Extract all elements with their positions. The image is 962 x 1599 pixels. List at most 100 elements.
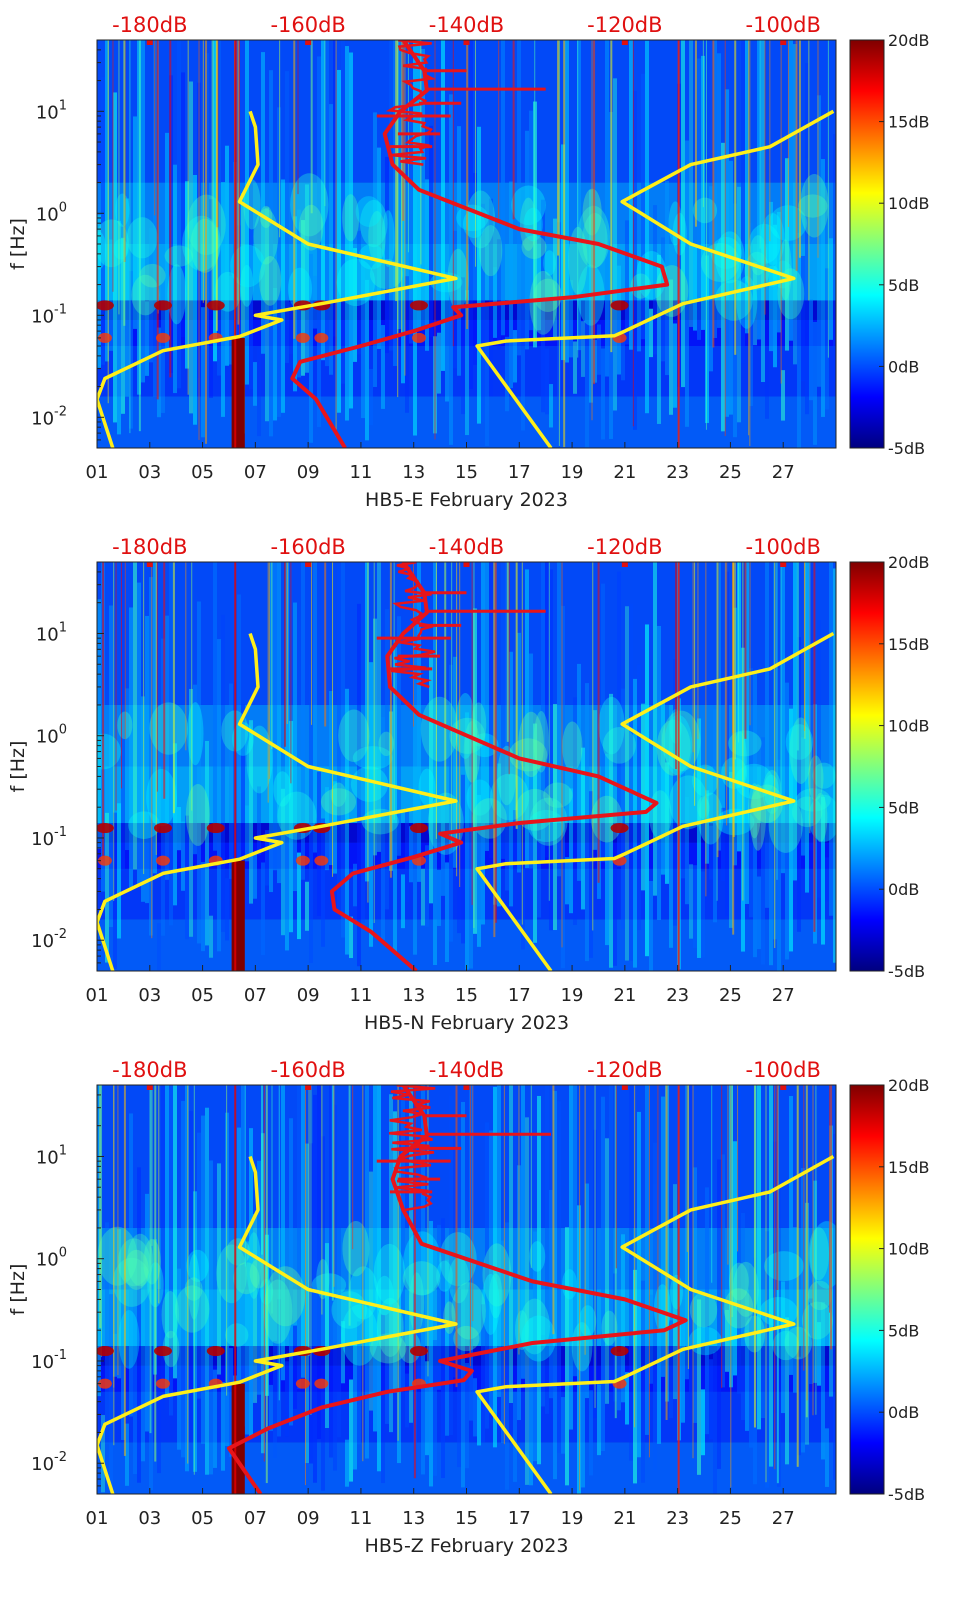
x-tick-label: 19: [561, 462, 584, 483]
y-tick-label: 10-1: [31, 825, 67, 850]
panel-2: 01 03 05 07 09 11 13 15 17 19 21 23 25 27 HB5-N Februa…: [7, 535, 930, 1034]
red-curve-noise: [390, 562, 436, 689]
top-db-label: -160dB: [270, 13, 345, 37]
x-tick-label: 25: [719, 462, 742, 483]
x-tick-label: 01: [86, 462, 109, 483]
x-tick-label: 23: [666, 462, 689, 483]
colorbar: [849, 39, 885, 449]
y-tick-label: 101: [36, 1143, 67, 1168]
top-db-label: -160dB: [270, 1058, 345, 1082]
x-axis-label: HB5-E February 2023: [365, 489, 568, 511]
top-marker: [780, 1085, 787, 1090]
yellow-curve-2: [475, 109, 835, 448]
yellow-curve-1: [97, 632, 458, 971]
spectrogram-texture: [97, 1085, 836, 1494]
colorbar-label: 15dB: [888, 1158, 930, 1177]
top-marker: [146, 562, 153, 567]
red-curve-noise: [388, 1085, 436, 1212]
panel-3: 01 03 05 07 09 11 13 15 17 19 21 23 25 27 HB5-Z Februa…: [7, 1058, 930, 1557]
colorbar-label: 0dB: [888, 357, 919, 376]
colorbar-label: -5dB: [888, 439, 925, 458]
colorbar-label: 5dB: [888, 276, 919, 295]
colorbar-label: 5dB: [888, 798, 919, 817]
x-tick-label: 15: [455, 1508, 478, 1529]
y-tick-label: 10-2: [31, 404, 67, 429]
top-marker: [305, 1085, 312, 1090]
colorbar: [849, 1084, 885, 1495]
x-tick-label: 23: [666, 985, 689, 1006]
yellow-curve-2: [475, 1154, 835, 1494]
colorbar-label: 15dB: [888, 113, 930, 132]
top-db-label: -120dB: [587, 535, 662, 559]
x-tick-label: 25: [719, 985, 742, 1006]
yellow-curve-2: [475, 631, 835, 971]
top-marker: [621, 562, 628, 567]
colorbar-label: 5dB: [888, 1321, 919, 1340]
x-tick-label: 05: [191, 985, 214, 1006]
x-tick-label: 25: [719, 1508, 742, 1529]
yellow-curve-1: [97, 110, 458, 448]
x-tick-label: 21: [613, 985, 636, 1006]
top-marker: [146, 40, 153, 45]
x-tick-label: 05: [191, 462, 214, 483]
y-tick-label: 100: [36, 200, 67, 225]
x-tick-label: 09: [297, 462, 320, 483]
top-db-label: -140dB: [429, 13, 504, 37]
y-tick-label: 10-1: [31, 302, 67, 327]
spectrogram-texture: [97, 562, 836, 971]
x-tick-label: 03: [138, 1508, 161, 1529]
top-db-label: -100dB: [746, 535, 821, 559]
y-tick-label: 101: [36, 98, 67, 123]
colorbar-label: 15dB: [888, 635, 930, 654]
top-db-label: -140dB: [429, 535, 504, 559]
top-db-label: -120dB: [587, 1058, 662, 1082]
x-tick-label: 09: [297, 985, 320, 1006]
x-tick-label: 17: [508, 462, 531, 483]
x-tick-label: 21: [613, 1508, 636, 1529]
top-marker: [463, 562, 470, 567]
x-tick-label: 27: [772, 1508, 795, 1529]
y-tick-label: 10-2: [31, 927, 67, 952]
top-db-label: -100dB: [746, 13, 821, 37]
top-marker: [463, 1085, 470, 1090]
top-marker: [780, 40, 787, 45]
x-tick-label: 21: [613, 462, 636, 483]
x-tick-label: 01: [86, 985, 109, 1006]
colorbar-label: 0dB: [888, 880, 919, 899]
x-tick-label: 03: [138, 462, 161, 483]
colorbar: [849, 561, 885, 972]
x-tick-label: 09: [297, 1508, 320, 1529]
panel-1: 01 03 05 07 09 11 13 15 17 19 21 23 25 27 HB5-E Februa…: [7, 13, 930, 511]
x-tick-label: 27: [772, 462, 795, 483]
colorbar-label: -5dB: [888, 962, 925, 981]
x-tick-label: 03: [138, 985, 161, 1006]
top-marker: [621, 1085, 628, 1090]
red-curve-noise: [385, 40, 437, 166]
y-tick-label: 10-2: [31, 1450, 67, 1475]
x-tick-label: 01: [86, 1508, 109, 1529]
x-tick-label: 11: [349, 985, 372, 1006]
top-marker: [621, 40, 628, 45]
top-db-label: -160dB: [270, 535, 345, 559]
yellow-curve-1: [97, 1155, 458, 1494]
x-tick-label: 17: [508, 985, 531, 1006]
x-tick-label: 07: [244, 985, 267, 1006]
top-db-label: -140dB: [429, 1058, 504, 1082]
x-axis-label: HB5-Z February 2023: [365, 1535, 569, 1557]
top-db-label: -180dB: [112, 535, 187, 559]
x-tick-label: 13: [402, 462, 425, 483]
x-tick-label: 11: [349, 1508, 372, 1529]
x-tick-label: 15: [455, 985, 478, 1006]
top-marker: [146, 1085, 153, 1090]
x-tick-label: 13: [402, 1508, 425, 1529]
x-tick-label: 19: [561, 1508, 584, 1529]
x-tick-label: 19: [561, 985, 584, 1006]
colorbar-label: 10dB: [888, 717, 930, 736]
colorbar-label: 20dB: [888, 553, 930, 572]
x-tick-label: 17: [508, 1508, 531, 1529]
top-db-label: -180dB: [112, 13, 187, 37]
y-tick-label: 100: [36, 1246, 67, 1271]
x-tick-label: 13: [402, 985, 425, 1006]
y-tick-label: 100: [36, 723, 67, 748]
